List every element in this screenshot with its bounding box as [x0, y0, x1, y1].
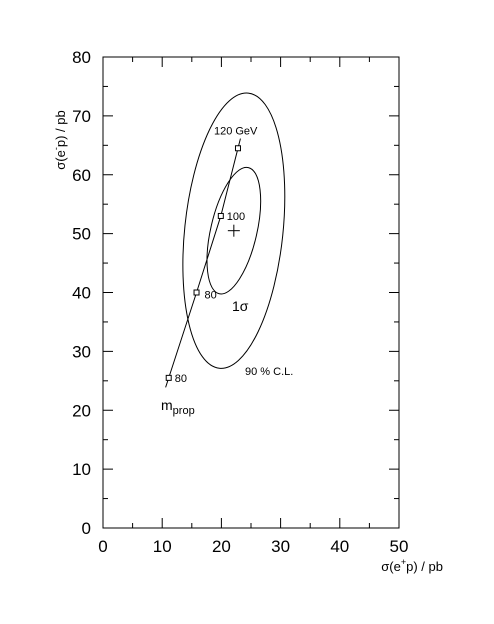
- y-tick-label: 0: [82, 519, 91, 538]
- mass-curve: [165, 138, 241, 388]
- label-1sigma: 1σ: [232, 298, 249, 314]
- y-tick-label: 10: [72, 460, 91, 479]
- x-axis-label-tail: p) / pb: [406, 559, 443, 574]
- mprop-sub: prop: [173, 405, 195, 417]
- x-tick-label: 50: [390, 537, 409, 556]
- mass-point-marker: [193, 289, 200, 296]
- x-axis-label-sup: +: [401, 557, 406, 567]
- measurement-marker: [227, 224, 240, 237]
- axis-ticks: [102, 56, 400, 529]
- y-axis-label: σ(e-p) / pb: [51, 110, 68, 169]
- mass-point-label: 120 GeV: [214, 125, 258, 137]
- y-tick-label: 20: [72, 401, 91, 420]
- mass-points: 80 80 100 120 GeV: [165, 125, 258, 385]
- contour-layer: [182, 92, 286, 369]
- x-tick-label: 40: [330, 537, 349, 556]
- y-tick-label: 80: [72, 48, 91, 67]
- mass-point-label: 100: [227, 211, 245, 223]
- x-tick-label: 20: [212, 537, 231, 556]
- mass-point-label: 80: [205, 290, 217, 302]
- x-tick-label: 30: [271, 537, 290, 556]
- y-axis-label-sup: -: [51, 147, 61, 150]
- mass-point-marker: [165, 374, 172, 381]
- x-tick-label: 0: [98, 537, 107, 556]
- x-axis-label-main: σ(e: [381, 559, 401, 574]
- label-90cl: 90 % C.L.: [245, 366, 293, 378]
- x-tick-labels: 0 10 20 30 40 50: [98, 537, 408, 556]
- contour-90cl: [182, 92, 286, 369]
- mass-point-marker: [217, 212, 224, 219]
- y-tick-label: 70: [72, 107, 91, 126]
- mprop-label: mprop: [161, 397, 195, 417]
- y-axis-label-main: σ(e: [53, 150, 68, 170]
- mass-point-label: 80: [175, 373, 187, 385]
- y-tick-labels: 0 10 20 30 40 50 60 70 80: [72, 48, 91, 538]
- y-tick-label: 50: [72, 225, 91, 244]
- mass-curve-line: [165, 138, 241, 388]
- y-tick-label: 60: [72, 166, 91, 185]
- mprop-main: m: [161, 397, 173, 413]
- mass-point-marker: [234, 145, 241, 152]
- contour-1sigma: [206, 166, 262, 295]
- x-tick-label: 10: [153, 537, 172, 556]
- y-tick-label: 40: [72, 284, 91, 303]
- y-tick-label: 30: [72, 342, 91, 361]
- y-axis-label-tail: p) / pb: [53, 110, 68, 147]
- x-axis-label: σ(e+p) / pb: [381, 557, 443, 574]
